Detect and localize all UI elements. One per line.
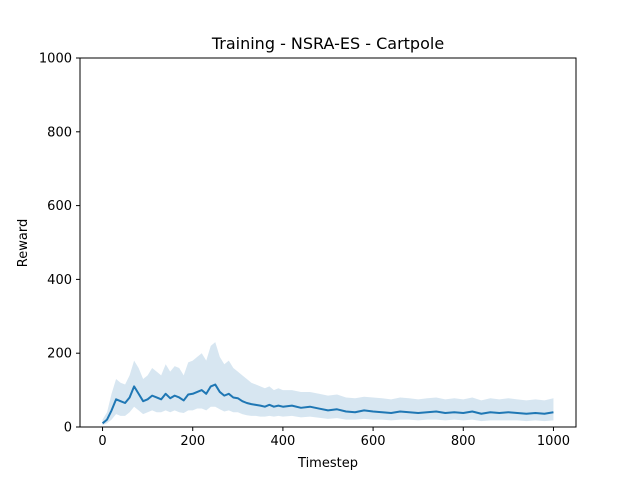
y-axis-label: Reward: [16, 219, 31, 267]
y-tick-label: 200: [47, 347, 72, 362]
y-tick-label: 800: [47, 125, 72, 140]
plot-area: [79, 57, 577, 428]
y-axis: 0 200 400 600 800 1000: [39, 52, 80, 436]
line-layer: [101, 383, 554, 425]
x-tick-label: 800: [451, 434, 476, 449]
confidence-band: [102, 342, 554, 426]
x-tick-label: 1000: [537, 434, 570, 449]
y-tick-label: 400: [47, 273, 72, 288]
x-tick-label: 600: [361, 434, 386, 449]
y-tick-label: 1000: [39, 52, 72, 67]
y-tick-label: 600: [47, 199, 72, 214]
x-tick-label: 400: [270, 434, 295, 449]
x-tick-label: 200: [180, 434, 205, 449]
y-tick-label: 0: [64, 421, 72, 436]
x-axis-label: Timestep: [297, 456, 358, 471]
x-tick-label: 0: [98, 434, 106, 449]
plot-frame: [79, 57, 577, 428]
chart-title: Training - NSRA-ES - Cartpole: [211, 34, 444, 53]
x-axis: 0 200 400 600 800 1000: [98, 427, 570, 449]
band-layer: [102, 342, 554, 426]
